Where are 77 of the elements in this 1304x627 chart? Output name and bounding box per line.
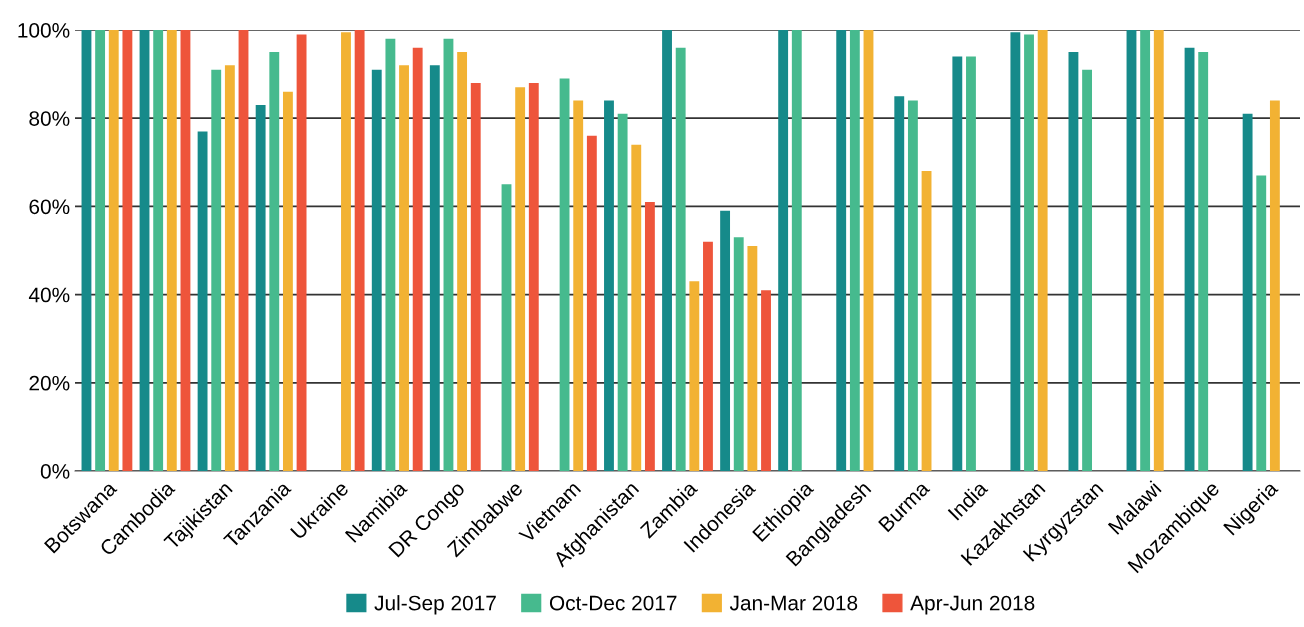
bar xyxy=(296,34,307,471)
bar xyxy=(1140,30,1151,471)
bar xyxy=(443,38,454,471)
bar xyxy=(778,30,789,471)
y-tick-label: 40% xyxy=(28,287,70,303)
bar xyxy=(559,78,570,471)
bar xyxy=(180,30,191,471)
bar xyxy=(269,52,280,471)
bar xyxy=(1024,34,1034,471)
bar xyxy=(108,30,119,471)
bar xyxy=(631,144,642,471)
bar xyxy=(1256,175,1267,471)
bar xyxy=(863,30,874,471)
bar xyxy=(849,30,860,471)
bar xyxy=(733,237,744,471)
bar xyxy=(720,210,731,471)
bar xyxy=(894,96,905,471)
bar xyxy=(429,65,440,471)
bar xyxy=(1126,30,1137,471)
bar xyxy=(282,91,293,471)
bar xyxy=(907,100,918,471)
bar xyxy=(952,56,963,471)
bar xyxy=(836,30,847,471)
bar xyxy=(675,47,686,471)
bar xyxy=(662,30,672,471)
bar xyxy=(166,30,177,471)
y-tick-label: 60% xyxy=(29,199,70,215)
bar xyxy=(791,30,802,471)
bar xyxy=(528,82,539,471)
bar xyxy=(122,30,133,471)
bar xyxy=(761,290,771,471)
bar xyxy=(1184,47,1195,471)
y-tick-label: 20% xyxy=(29,375,70,391)
y-tick-label: 0% xyxy=(40,464,70,479)
bar xyxy=(689,281,700,471)
bar xyxy=(1037,30,1048,471)
bar xyxy=(1269,100,1280,471)
bar xyxy=(341,32,351,471)
bar xyxy=(1082,69,1093,471)
bar xyxy=(747,246,758,471)
bar xyxy=(224,65,235,471)
bar xyxy=(255,104,266,471)
legend-label: Jul-Sep 2017 xyxy=(374,595,496,615)
bar xyxy=(238,30,249,471)
bar xyxy=(604,100,614,471)
bar xyxy=(139,30,150,471)
bar xyxy=(412,47,423,471)
bar xyxy=(81,30,92,471)
bar xyxy=(586,135,597,471)
bar xyxy=(1242,113,1253,471)
bar xyxy=(573,100,584,471)
bar xyxy=(153,30,164,471)
bar xyxy=(385,38,396,471)
bar xyxy=(501,184,512,471)
bar xyxy=(703,241,713,471)
bar xyxy=(95,30,106,471)
bar xyxy=(515,87,526,471)
bar xyxy=(1010,32,1021,471)
y-tick-label: 80% xyxy=(29,111,70,126)
bar xyxy=(354,30,365,471)
bar xyxy=(644,201,655,471)
bar xyxy=(197,131,208,471)
bar xyxy=(399,65,409,471)
bar xyxy=(457,52,468,471)
legend-label: Apr-Jun 2018 xyxy=(910,595,1035,615)
bar xyxy=(966,56,976,471)
legend-label: Jan-Mar 2018 xyxy=(729,595,858,611)
bar xyxy=(211,69,222,471)
bar xyxy=(921,171,932,471)
y-tick-label: 100% xyxy=(18,23,70,38)
bar xyxy=(617,113,628,471)
bar xyxy=(1198,52,1209,471)
bar xyxy=(1068,52,1079,471)
legend-label: Oct-Dec 2017 xyxy=(549,595,677,611)
bar xyxy=(1153,30,1164,471)
bar xyxy=(371,69,382,471)
bar xyxy=(470,82,481,471)
